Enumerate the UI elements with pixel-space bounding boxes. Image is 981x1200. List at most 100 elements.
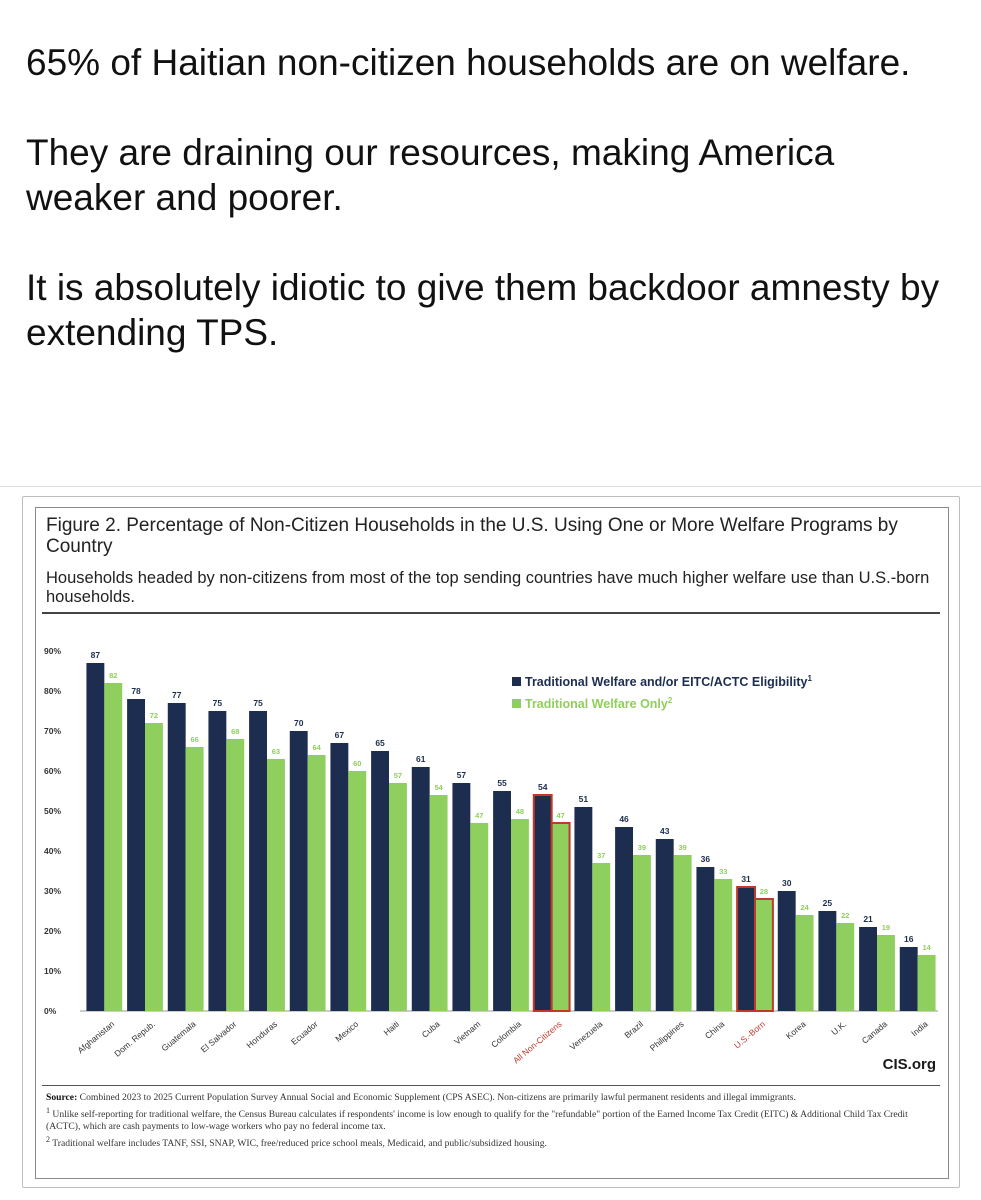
data-label-total: 43 bbox=[660, 826, 670, 836]
figure-frame: Figure 2. Percentage of Non-Citizen Hous… bbox=[35, 507, 949, 1179]
x-tick-label: India bbox=[909, 1019, 930, 1039]
legend-footnote-marker: 1 bbox=[807, 674, 812, 683]
x-tick-label: Colombia bbox=[489, 1019, 523, 1050]
bar-traditional bbox=[145, 723, 163, 1011]
bar-traditional bbox=[592, 863, 611, 1011]
data-label-traditional: 54 bbox=[434, 783, 443, 792]
data-label-total: 16 bbox=[904, 934, 914, 944]
bar-total bbox=[371, 751, 389, 1011]
y-tick-label: 90% bbox=[44, 646, 61, 656]
data-label-total: 25 bbox=[823, 898, 833, 908]
y-tick-label: 50% bbox=[44, 806, 61, 816]
post-divider bbox=[0, 486, 981, 487]
x-tick-label: Philippines bbox=[648, 1019, 686, 1053]
bar-total bbox=[736, 886, 757, 1012]
bar-total bbox=[330, 743, 349, 1011]
bar-total bbox=[452, 783, 471, 1011]
data-label-traditional: 66 bbox=[190, 735, 198, 744]
cis-logo: CIS.org bbox=[882, 1056, 936, 1073]
bar-traditional bbox=[185, 747, 204, 1011]
data-label-traditional: 39 bbox=[678, 843, 686, 852]
x-tick-label: China bbox=[703, 1019, 727, 1041]
bar-traditional bbox=[795, 915, 814, 1011]
legend-label-total: Traditional Welfare and/or EITC/ACTC Eli… bbox=[525, 674, 812, 689]
legend-swatch-traditional bbox=[512, 699, 521, 708]
y-tick-label: 30% bbox=[44, 886, 61, 896]
footnote-2: 2 Traditional welfare includes TANF, SSI… bbox=[46, 1134, 938, 1151]
bar-traditional bbox=[104, 683, 123, 1011]
figure-image[interactable]: Figure 2. Percentage of Non-Citizen Hous… bbox=[22, 496, 960, 1188]
notes-rule bbox=[42, 1085, 940, 1086]
x-tick-label: Honduras bbox=[244, 1019, 279, 1050]
y-tick-label: 0% bbox=[44, 1006, 57, 1016]
bar-traditional bbox=[633, 855, 651, 1011]
bar-total bbox=[574, 807, 593, 1011]
bar-total bbox=[411, 767, 430, 1011]
data-label-total: 31 bbox=[741, 874, 751, 884]
x-tick-label: Ecuador bbox=[289, 1019, 320, 1047]
footnote-2-text: Traditional welfare includes TANF, SSI, … bbox=[52, 1137, 547, 1149]
footnote-1: 1 Unlike self-reporting for traditional … bbox=[46, 1105, 938, 1134]
bar-traditional bbox=[836, 923, 855, 1011]
data-label-total: 55 bbox=[497, 778, 507, 788]
data-label-traditional: 37 bbox=[597, 851, 605, 860]
bar-traditional bbox=[267, 759, 285, 1011]
data-label-total: 77 bbox=[172, 690, 182, 700]
bar-traditional bbox=[389, 783, 407, 1011]
y-tick-label: 40% bbox=[44, 846, 61, 856]
bar-total bbox=[777, 891, 796, 1011]
bar-traditional bbox=[511, 819, 529, 1011]
data-label-traditional: 22 bbox=[841, 911, 849, 920]
data-label-total: 61 bbox=[416, 754, 426, 764]
data-label-traditional: 68 bbox=[231, 727, 239, 736]
x-tick-label: U.K. bbox=[829, 1019, 848, 1037]
post-paragraph-2: They are draining our resources, making … bbox=[26, 132, 835, 218]
bar-total bbox=[655, 839, 674, 1011]
y-tick-label: 10% bbox=[44, 966, 61, 976]
x-tick-label: Venezuela bbox=[568, 1019, 605, 1052]
bar-total bbox=[615, 827, 633, 1011]
x-tick-label: Dom. Repub. bbox=[112, 1019, 157, 1059]
data-label-total: 46 bbox=[619, 814, 629, 824]
footnote-1-marker: 1 bbox=[46, 1105, 50, 1115]
bar-total bbox=[818, 911, 837, 1011]
data-label-traditional: 14 bbox=[922, 943, 931, 952]
data-label-total: 87 bbox=[91, 650, 101, 660]
data-label-traditional: 19 bbox=[882, 923, 890, 932]
x-tick-label: U.S.-Born bbox=[732, 1019, 767, 1051]
x-tick-label: Canada bbox=[860, 1019, 889, 1046]
bar-traditional bbox=[470, 823, 489, 1011]
post-text: 65% of Haitian non-citizen households ar… bbox=[26, 40, 956, 355]
x-tick-label: Haiti bbox=[382, 1019, 402, 1038]
bar-traditional bbox=[673, 855, 692, 1011]
bar-total bbox=[859, 927, 877, 1011]
bar-traditional bbox=[550, 822, 571, 1012]
data-label-total: 36 bbox=[701, 854, 711, 864]
data-label-total: 51 bbox=[579, 794, 589, 804]
data-label-total: 75 bbox=[213, 698, 223, 708]
data-label-traditional: 47 bbox=[556, 811, 564, 820]
data-label-traditional: 47 bbox=[475, 811, 483, 820]
data-label-total: 30 bbox=[782, 878, 792, 888]
bar-traditional bbox=[877, 935, 895, 1011]
bar-total bbox=[249, 711, 267, 1011]
bar-total bbox=[899, 947, 918, 1011]
bar-traditional bbox=[226, 739, 245, 1011]
x-tick-label: Guatemala bbox=[159, 1019, 197, 1054]
bar-traditional bbox=[754, 898, 774, 1012]
data-label-total: 57 bbox=[457, 770, 467, 780]
bar-total bbox=[289, 731, 308, 1011]
bar-traditional bbox=[429, 795, 448, 1011]
data-label-total: 75 bbox=[253, 698, 263, 708]
data-label-total: 67 bbox=[335, 730, 345, 740]
y-tick-label: 80% bbox=[44, 686, 61, 696]
data-label-total: 65 bbox=[375, 738, 385, 748]
bar-total bbox=[167, 703, 186, 1011]
post-paragraph-3: It is absolutely idiotic to give them ba… bbox=[26, 267, 940, 353]
bar-traditional bbox=[348, 771, 367, 1011]
y-tick-label: 60% bbox=[44, 766, 61, 776]
legend-label-traditional: Traditional Welfare Only2 bbox=[525, 696, 673, 711]
bar-total bbox=[696, 867, 715, 1011]
legend-swatch-total bbox=[512, 677, 521, 686]
data-label-traditional: 24 bbox=[800, 903, 809, 912]
